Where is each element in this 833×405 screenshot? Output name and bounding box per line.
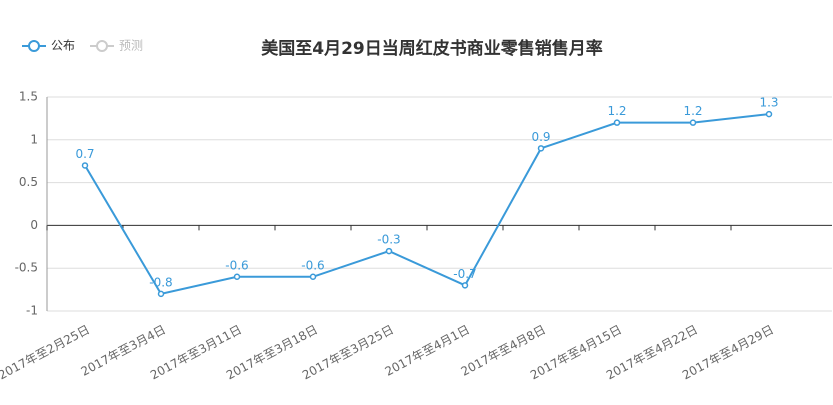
data-point [309,273,317,281]
y-tick-label: 0.5 [19,175,38,189]
data-label: 1.3 [759,96,778,110]
data-point [613,119,621,126]
data-label: -0.8 [149,275,172,289]
chart-title: 美国至4月29日当周红皮书商业零售销售月率 [261,38,603,59]
y-tick-label: 0 [30,218,38,232]
data-label: 1.2 [683,104,702,118]
data-label: 1.2 [607,104,626,118]
data-point [689,119,697,126]
y-tick-label: 1.5 [19,90,38,104]
x-tick-label: 2017年至4月1日 [383,322,472,378]
data-point [385,247,393,255]
data-point [233,273,241,281]
x-tick-label: 2017年至2月25日 [0,322,92,382]
data-label: 0.9 [531,130,550,144]
data-label: -0.6 [301,258,324,272]
legend-label[interactable]: 公布 [51,39,75,53]
y-tick-label: -1 [26,304,38,318]
y-tick-label: 1 [30,132,38,146]
legend-marker[interactable] [28,40,40,52]
data-label: -0.6 [225,258,248,272]
series-line [84,113,770,296]
data-label: -0.7 [453,267,476,281]
data-point [157,290,165,298]
data-point [765,110,773,118]
data-point [461,282,469,289]
legend-marker[interactable] [96,40,108,52]
data-label: -0.3 [377,233,400,247]
data-point [537,145,545,152]
y-tick-label: -0.5 [15,261,38,275]
data-label: 0.7 [75,147,94,161]
legend-label[interactable]: 预测 [119,39,143,53]
data-point [81,162,89,169]
